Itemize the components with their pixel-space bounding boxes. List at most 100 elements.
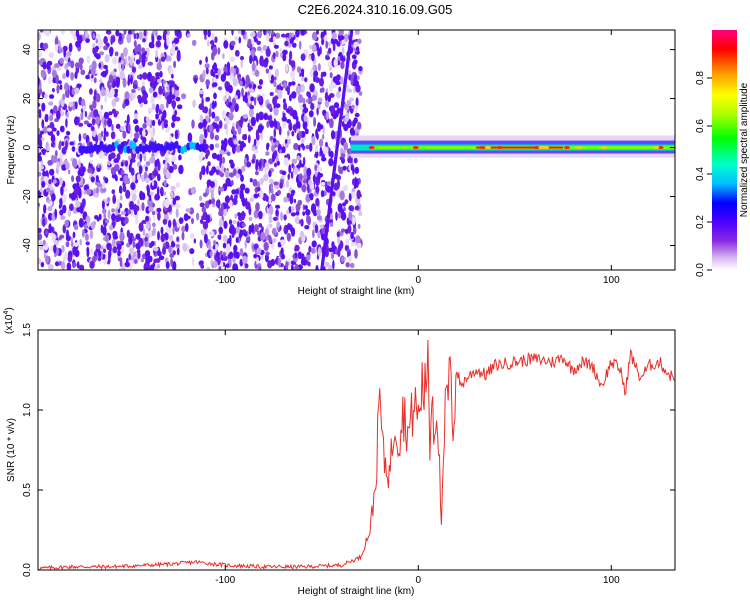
heat-cell [103,127,107,136]
heat-cell [268,235,272,244]
heat-cell [144,250,151,258]
heat-cell [217,86,223,91]
heat-cell [208,244,212,250]
heat-cell [74,242,79,247]
heat-cell [169,83,172,93]
heat-cell [211,166,217,174]
heat-cell [170,191,174,199]
heat-cell [118,56,122,63]
heat-cell [76,83,82,89]
heat-cell [212,64,216,71]
heat-cell [316,188,319,195]
heat-cell [354,74,357,82]
heat-cell [53,179,57,184]
heat-cell [262,61,267,67]
heat-cell [153,215,156,221]
heat-cell [204,128,208,139]
heat-cell [41,102,46,112]
heat-cell [90,125,95,132]
heat-cell [105,30,112,35]
heat-cell [162,88,166,94]
heat-cell [138,222,144,232]
heat-cell [115,30,120,37]
heat-cell [70,241,74,248]
heat-cell [214,36,218,43]
heat-cell [141,192,146,201]
heat-cell [202,221,209,230]
heat-cell [158,255,165,260]
heat-cell [298,40,302,50]
heat-cell [174,83,177,90]
heat-cell [215,251,220,258]
snr-series-line [38,339,675,570]
heat-cell [157,230,160,241]
heat-cell [119,259,123,267]
heat-cell [68,101,74,107]
heat-cell [268,213,273,224]
heat-cell [120,60,124,65]
heat-cell [321,38,325,46]
heat-cell [136,198,140,206]
heat-cell [338,166,344,175]
heat-cell [181,93,187,100]
heat-cell [263,30,267,36]
heat-cell [277,258,282,268]
heat-cell [345,262,350,268]
heat-cell [265,251,270,256]
heat-cell [310,102,315,111]
heat-cell [209,251,213,258]
heat-cell [336,41,341,47]
heat-cell [313,116,317,127]
heat-cell [103,248,107,253]
heat-cell [74,101,78,110]
heat-cell [348,97,355,102]
heat-cell [276,160,280,166]
heat-cell [333,102,340,109]
heat-cell [45,30,51,37]
heat-cell [199,219,204,224]
heat-cell [339,35,345,41]
heat-cell [354,205,360,211]
heat-cell [337,236,341,245]
heat-cell [122,103,126,109]
heat-cell [217,47,221,55]
heat-cell [63,48,67,58]
heat-cell [152,169,159,177]
heat-cell [276,84,281,90]
heat-cell [308,110,314,118]
heat-cell [128,92,134,101]
heat-cell [103,212,106,220]
heat-cell [317,171,321,181]
heat-cell [304,77,308,83]
heat-cell [129,56,134,66]
heat-cell [109,224,113,231]
heat-cell [290,171,294,179]
heat-cell [113,88,119,93]
heat-cell [162,246,166,255]
heat-cell [142,228,146,237]
heat-cell [102,180,105,189]
heat-cell [266,142,270,149]
heat-cell [231,125,235,132]
heat-cell [355,46,360,52]
heat-cell [59,140,62,148]
heat-cell [350,231,354,240]
heat-cell [194,77,198,84]
heat-cell [148,87,154,94]
heat-cell [496,145,503,150]
heat-cell [348,70,352,76]
heat-cell [181,225,186,233]
heat-cell [288,94,292,102]
heat-cell [273,181,279,186]
heat-cell [157,161,161,171]
heat-cell [154,193,160,201]
heat-cell [138,204,142,212]
heat-cell [53,105,58,114]
heat-cell [129,128,133,139]
heat-cell [145,166,148,172]
heat-cell [295,203,301,212]
heat-cell [336,231,340,238]
bottom-ytick-label: 0.0 [22,563,33,577]
heat-cell [38,191,42,197]
heat-cell [59,157,63,168]
